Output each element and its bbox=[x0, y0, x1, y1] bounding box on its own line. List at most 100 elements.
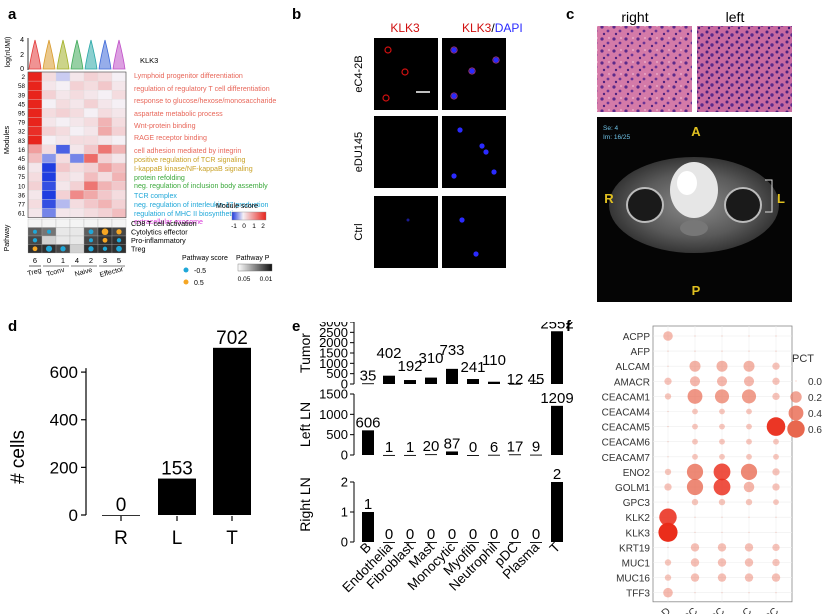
f-dot bbox=[748, 516, 750, 518]
f-dot bbox=[775, 335, 777, 337]
pathway-cell bbox=[69, 227, 85, 237]
f-dot bbox=[748, 531, 750, 533]
f-cancer-label: CRC bbox=[703, 605, 728, 614]
d-y-tick-label: 0 bbox=[69, 506, 78, 525]
module-term-label: extracellular exosome bbox=[134, 218, 203, 226]
heatmap-cell bbox=[83, 90, 99, 100]
heatmap-cell bbox=[111, 144, 127, 155]
module-tick-label: 39 bbox=[18, 92, 26, 99]
panel-label-d: d bbox=[8, 318, 18, 335]
heatmap-cell bbox=[41, 126, 57, 136]
e-y-tick-label: 0 bbox=[341, 377, 348, 392]
heatmap-cell bbox=[27, 126, 43, 136]
f-dot bbox=[748, 335, 750, 337]
e-bar bbox=[467, 542, 479, 543]
module-term-label: Lymphoid progenitor differentiation bbox=[134, 72, 243, 80]
f-dot bbox=[719, 453, 725, 460]
f-dot bbox=[746, 423, 752, 430]
panel-c-histology-mri: right left Se: 4 Im: 16/25 A R L P bbox=[597, 9, 792, 302]
e-bar-value: 12 bbox=[507, 371, 524, 388]
violin-shape bbox=[42, 39, 56, 70]
violin-gene-label: KLK3 bbox=[140, 56, 158, 65]
heatmap-cell bbox=[41, 171, 57, 182]
heatmap-cell bbox=[111, 135, 127, 145]
heatmap-cell bbox=[27, 80, 43, 91]
microscopy-image bbox=[442, 116, 506, 188]
f-dot bbox=[772, 558, 780, 567]
f-legend-label: 0.6 bbox=[808, 425, 822, 436]
heatmap-cell bbox=[41, 162, 57, 173]
f-dot bbox=[694, 350, 696, 352]
f-dot bbox=[721, 335, 723, 337]
f-gene-label: CEACAM4 bbox=[602, 408, 651, 419]
violin-shape bbox=[98, 39, 112, 70]
e-y-tick-label: 1000 bbox=[319, 407, 348, 422]
e-bar-value: 241 bbox=[460, 359, 485, 376]
f-dot bbox=[744, 573, 754, 582]
d-y-axis-label: # cells bbox=[8, 430, 29, 484]
pathway-axis-label: Pathway bbox=[4, 224, 11, 251]
e-bar bbox=[530, 383, 542, 384]
pathway-score-legend-value: 0.5 bbox=[194, 280, 204, 287]
microscopy-image bbox=[374, 196, 438, 268]
heatmap-cell bbox=[69, 117, 85, 127]
e-bar-value: 192 bbox=[397, 358, 422, 375]
module-score-tick: 0 bbox=[242, 223, 246, 230]
e-bar-value: 35 bbox=[360, 367, 377, 384]
pathway-score-legend-value: -0.5 bbox=[194, 268, 206, 275]
e-bar bbox=[404, 454, 416, 456]
klk3-cell bbox=[382, 94, 390, 102]
f-dot bbox=[745, 498, 753, 506]
d-x-tick-label: L bbox=[172, 528, 183, 549]
pathway-score-dot bbox=[47, 229, 51, 234]
f-dot bbox=[717, 573, 727, 582]
heatmap-cell bbox=[83, 181, 99, 191]
heatmap-cell bbox=[83, 117, 99, 127]
f-dot bbox=[667, 501, 669, 503]
heatmap-cell bbox=[41, 99, 57, 109]
f-dot bbox=[775, 350, 777, 352]
e-bar-value: 2 bbox=[553, 466, 561, 483]
f-dot bbox=[692, 423, 698, 430]
klk3-merge-ring bbox=[468, 67, 476, 75]
mri-lymph-node-marker bbox=[765, 179, 773, 213]
heatmap-cell bbox=[111, 71, 127, 82]
pathway-cell bbox=[41, 218, 57, 228]
module-score-legend-title: Module score bbox=[216, 203, 258, 210]
f-dot bbox=[721, 531, 723, 533]
e-y-tick-label: 2 bbox=[341, 475, 348, 490]
e-bar bbox=[383, 542, 395, 543]
f-dot bbox=[721, 350, 723, 352]
pathway-cell bbox=[111, 218, 127, 228]
pathway-cell bbox=[55, 235, 71, 245]
e-bar-value: 87 bbox=[444, 435, 461, 452]
microscopy-image bbox=[374, 116, 438, 188]
dapi-nucleus bbox=[457, 127, 463, 133]
heatmap-cell bbox=[41, 117, 57, 127]
f-dot bbox=[748, 592, 750, 594]
e-bar-value: 17 bbox=[507, 438, 524, 455]
heatmap-cell bbox=[27, 171, 43, 182]
f-dot bbox=[772, 483, 780, 491]
heatmap-cell bbox=[69, 71, 85, 82]
pathway-score-dot bbox=[89, 238, 93, 243]
d-bar-value: 702 bbox=[216, 328, 248, 349]
f-dot bbox=[658, 522, 678, 542]
module-score-colorbar bbox=[231, 211, 267, 221]
e-y-tick-label: 0 bbox=[341, 535, 348, 550]
e-bar-value: 733 bbox=[439, 342, 464, 359]
e-bar bbox=[383, 454, 395, 456]
e-bar-value: 0 bbox=[469, 526, 477, 543]
heatmap-cell bbox=[27, 117, 43, 127]
e-bar bbox=[488, 454, 500, 456]
module-tick-label: 61 bbox=[18, 211, 26, 218]
pathway-cell bbox=[69, 218, 85, 228]
e-bar bbox=[467, 379, 479, 384]
f-dot bbox=[664, 393, 672, 400]
dapi-nucleus bbox=[459, 217, 465, 223]
f-cancer-label: HCC bbox=[676, 605, 701, 614]
f-dot bbox=[716, 360, 728, 372]
module-term-label: response to glucose/hexose/monosaccharid… bbox=[134, 97, 276, 105]
e-bar bbox=[404, 542, 416, 543]
e-y-tick-label: 1 bbox=[341, 505, 348, 520]
